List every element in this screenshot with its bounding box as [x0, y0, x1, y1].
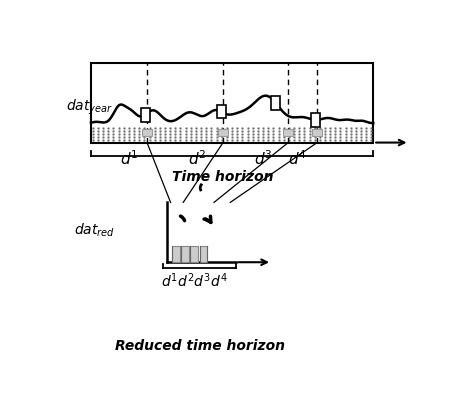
Text: $d^1d^2d^3d^4$: $d^1d^2d^3d^4$: [161, 271, 227, 289]
Text: $d^1$: $d^1$: [120, 149, 138, 168]
Bar: [172, 247, 180, 262]
Bar: [142, 129, 152, 136]
Text: Time horizon: Time horizon: [172, 170, 274, 184]
Text: $d^4$: $d^4$: [288, 149, 307, 168]
Bar: [141, 108, 150, 122]
Bar: [217, 105, 226, 118]
Text: $d^2$: $d^2$: [189, 149, 207, 168]
Bar: [283, 129, 293, 136]
Text: $dat_{red}$: $dat_{red}$: [73, 221, 114, 239]
Bar: [91, 63, 373, 142]
Text: $d^3$: $d^3$: [254, 149, 272, 168]
Bar: [312, 129, 322, 136]
Bar: [191, 247, 198, 262]
Text: $dat_{year}$: $dat_{year}$: [65, 97, 113, 117]
Bar: [311, 113, 320, 126]
Bar: [182, 247, 190, 262]
Bar: [271, 96, 280, 110]
Bar: [219, 129, 228, 136]
Bar: [199, 247, 207, 262]
Text: Reduced time horizon: Reduced time horizon: [114, 339, 284, 353]
